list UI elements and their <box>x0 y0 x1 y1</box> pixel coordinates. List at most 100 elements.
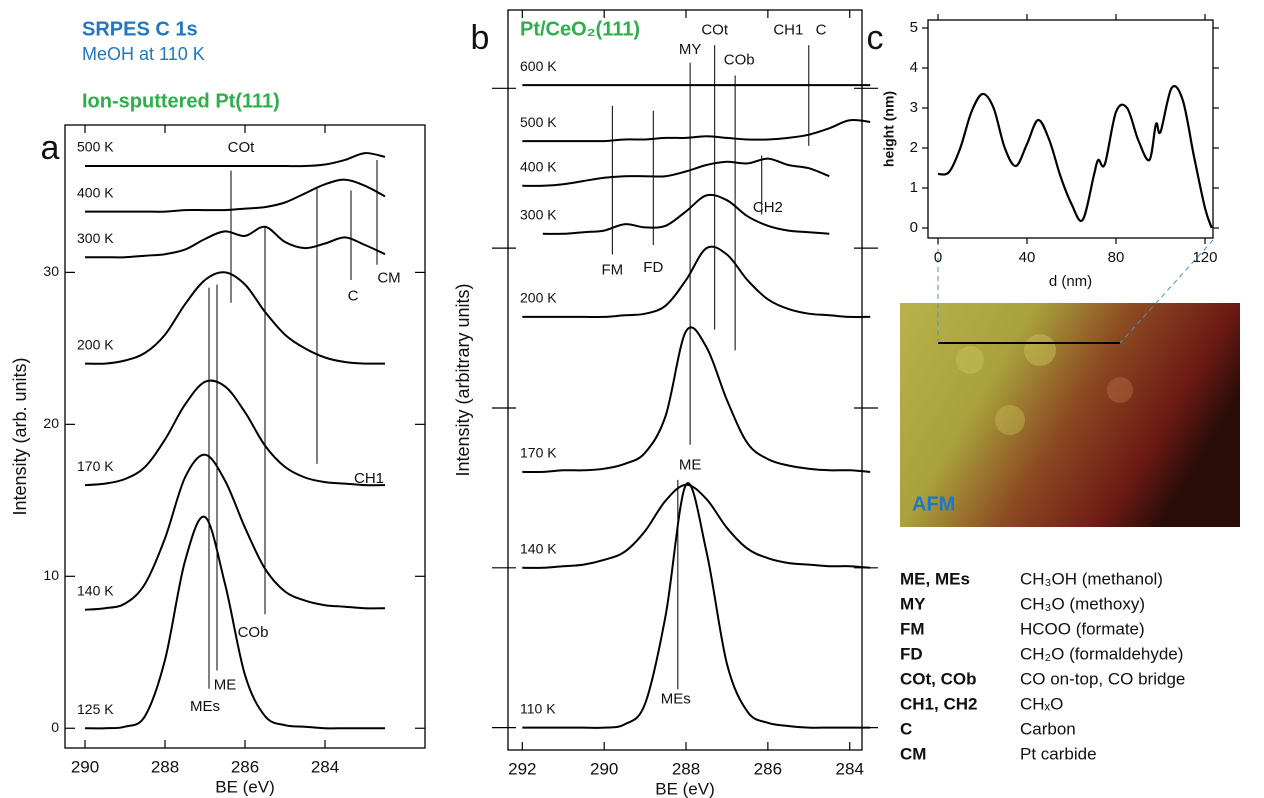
series-label: 170 K <box>520 445 557 461</box>
series-label: 500 K <box>77 139 114 155</box>
peak-label: COt <box>228 139 256 156</box>
x-tick-label: 80 <box>1108 249 1125 266</box>
plot-frame <box>927 19 1214 239</box>
plot-frame <box>507 9 863 751</box>
series-label: 140 K <box>520 541 557 557</box>
afm-grain <box>995 405 1025 435</box>
x-tick-label: 284 <box>311 757 339 776</box>
afm-image <box>900 303 1240 527</box>
peak-label: C <box>348 288 359 305</box>
legend-key: ME, MEs <box>900 569 970 588</box>
peak-label: ME <box>679 456 702 473</box>
height-profile <box>937 85 1213 229</box>
legend-description: HCOO (formate) <box>1020 619 1145 638</box>
legend-description: CH₃O (methoxy) <box>1020 594 1145 613</box>
y-tick-label: 0 <box>910 219 918 236</box>
panel-letter: c <box>867 19 884 57</box>
panel-letter: a <box>41 129 60 167</box>
series-label: 300 K <box>520 206 557 222</box>
series-label: 500 K <box>520 114 557 130</box>
spectrum <box>522 119 871 143</box>
peak-label: MEs <box>190 698 220 715</box>
x-tick-label: 286 <box>754 759 782 778</box>
series-label: 400 K <box>77 184 114 200</box>
y-tick-label: 5 <box>910 19 918 36</box>
x-tick-label: 120 <box>1192 249 1217 266</box>
series-label: 140 K <box>77 582 114 598</box>
legend-description: CH₂O (formaldehyde) <box>1020 644 1183 663</box>
peak-label: CH2 <box>753 199 783 216</box>
x-tick-label: 288 <box>672 759 700 778</box>
peak-label: FM <box>602 261 624 278</box>
figure-title: SRPES C 1s <box>82 18 198 40</box>
peak-label: ME <box>214 677 237 694</box>
legend-key: CH1, CH2 <box>900 694 977 713</box>
y-tick-label: 10 <box>43 567 59 583</box>
afm-grain <box>1024 334 1056 366</box>
legend-description: Carbon <box>1020 719 1076 738</box>
figure-subtitle: MeOH at 110 K <box>82 44 205 64</box>
peak-label: COb <box>724 51 755 68</box>
series-label: 200 K <box>77 336 114 352</box>
x-axis-label: BE (eV) <box>655 779 715 798</box>
panel-letter: b <box>471 19 490 57</box>
peak-label: COb <box>238 624 269 641</box>
peak-label: FD <box>643 259 663 276</box>
spectrum <box>84 271 386 365</box>
series-label: 300 K <box>77 230 114 246</box>
y-axis-label: Intensity (arb. units) <box>10 357 30 515</box>
x-tick-label: 40 <box>1019 249 1036 266</box>
afm-grain <box>956 346 984 374</box>
x-tick-label: 0 <box>934 249 942 266</box>
spectrum <box>522 245 871 318</box>
legend-description: Pt carbide <box>1020 744 1097 763</box>
series-label: 600 K <box>520 58 557 74</box>
y-tick-label: 4 <box>910 59 918 76</box>
peak-label: CM <box>377 269 400 286</box>
y-tick-label: 2 <box>910 139 918 156</box>
legend-description: CH₃OH (methanol) <box>1020 569 1163 588</box>
y-tick-label: 0 <box>51 719 59 735</box>
spectrum <box>84 379 386 487</box>
plot-frame <box>64 124 426 749</box>
spectrum <box>522 482 871 729</box>
x-axis-label: d (nm) <box>1049 273 1092 290</box>
peak-label: MEs <box>661 691 691 708</box>
peak-label: CH1 <box>354 470 384 487</box>
x-tick-label: 286 <box>231 757 259 776</box>
spectrum <box>84 453 386 611</box>
panel-title: Ion-sputtered Pt(111) <box>82 90 280 112</box>
x-tick-label: 292 <box>508 759 536 778</box>
legend-key: MY <box>900 594 926 613</box>
y-tick-label: 3 <box>910 99 918 116</box>
spectrum <box>84 225 386 259</box>
spectrum <box>522 157 830 187</box>
spectrum <box>84 515 385 730</box>
legend-key: FM <box>900 619 925 638</box>
legend-key: COt, COb <box>900 669 977 688</box>
panel-title: Pt/CeO₂(111) <box>520 18 640 40</box>
y-tick-label: 1 <box>910 179 918 196</box>
x-tick-label: 284 <box>836 759 864 778</box>
series-label: 200 K <box>520 290 557 306</box>
x-tick-label: 290 <box>71 757 99 776</box>
peak-label: C <box>816 22 827 39</box>
spectrum <box>542 193 830 235</box>
series-label: 125 K <box>77 701 114 717</box>
x-tick-label: 290 <box>590 759 618 778</box>
afm-grain <box>1107 377 1133 403</box>
peak-label: COt <box>701 22 729 39</box>
spectrum <box>522 483 871 569</box>
y-axis-label: Intensity (arbitrary units) <box>453 283 473 476</box>
legend-key: FD <box>900 644 923 663</box>
legend-key: C <box>900 719 912 738</box>
spectrum <box>85 178 386 213</box>
y-tick-label: 30 <box>43 263 59 279</box>
y-axis-label: height (nm) <box>881 91 897 167</box>
peak-label: MY <box>679 41 702 58</box>
x-tick-label: 288 <box>151 757 179 776</box>
spectrum <box>522 326 871 474</box>
legend-description: CO on-top, CO bridge <box>1020 669 1185 688</box>
y-tick-label: 20 <box>43 415 59 431</box>
